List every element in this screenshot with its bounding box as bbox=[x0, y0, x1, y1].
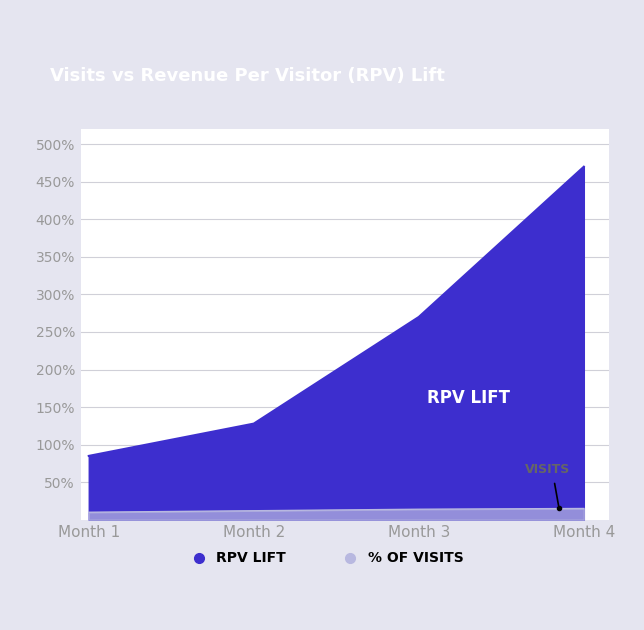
Text: VISITS: VISITS bbox=[525, 463, 570, 476]
Text: RPV LIFT: RPV LIFT bbox=[216, 551, 286, 564]
Text: Visits vs Revenue Per Visitor (RPV) Lift: Visits vs Revenue Per Visitor (RPV) Lift bbox=[50, 67, 445, 84]
Text: % OF VISITS: % OF VISITS bbox=[368, 551, 464, 564]
Text: RPV LIFT: RPV LIFT bbox=[427, 389, 510, 408]
